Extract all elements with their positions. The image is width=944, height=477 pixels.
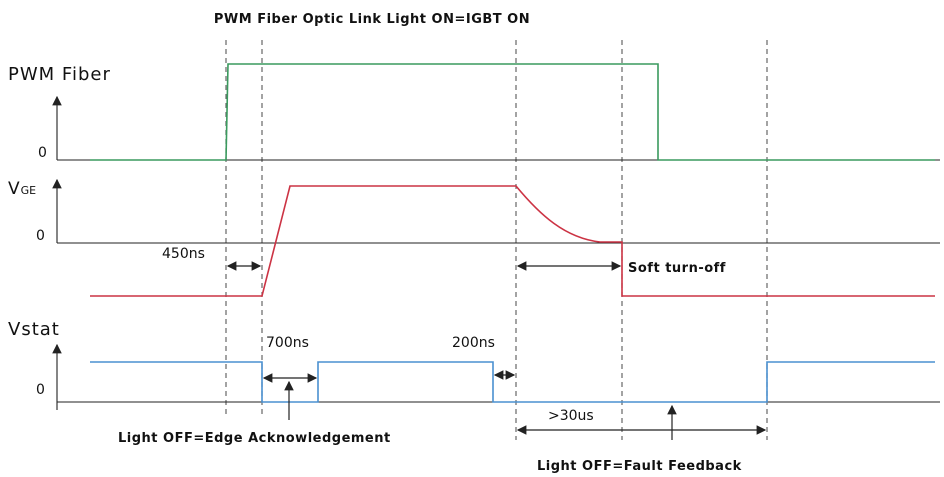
time-markers (225, 40, 768, 440)
zero-label: 0 (36, 382, 45, 398)
annotation: >30us (548, 408, 594, 424)
annotation: Light OFF=Edge Acknowledgement (118, 431, 391, 446)
signal-label: PWM Fiber (8, 64, 111, 85)
signal-label: VGE (8, 179, 36, 199)
annotation: 200ns (452, 335, 495, 351)
zero-label: 0 (36, 228, 45, 244)
pwm-waveform (90, 63, 935, 161)
annotation: 700ns (266, 335, 309, 351)
zero-label: 0 (38, 145, 47, 161)
annotation: Soft turn-off (628, 261, 726, 276)
signal-label: Vstat (8, 319, 60, 340)
title: PWM Fiber Optic Link Light ON=IGBT ON (214, 12, 530, 27)
annotation: Light OFF=Fault Feedback (537, 459, 742, 474)
annotation: 450ns (162, 246, 205, 262)
vge-waveform (90, 185, 935, 297)
vstat-waveform (90, 361, 935, 403)
